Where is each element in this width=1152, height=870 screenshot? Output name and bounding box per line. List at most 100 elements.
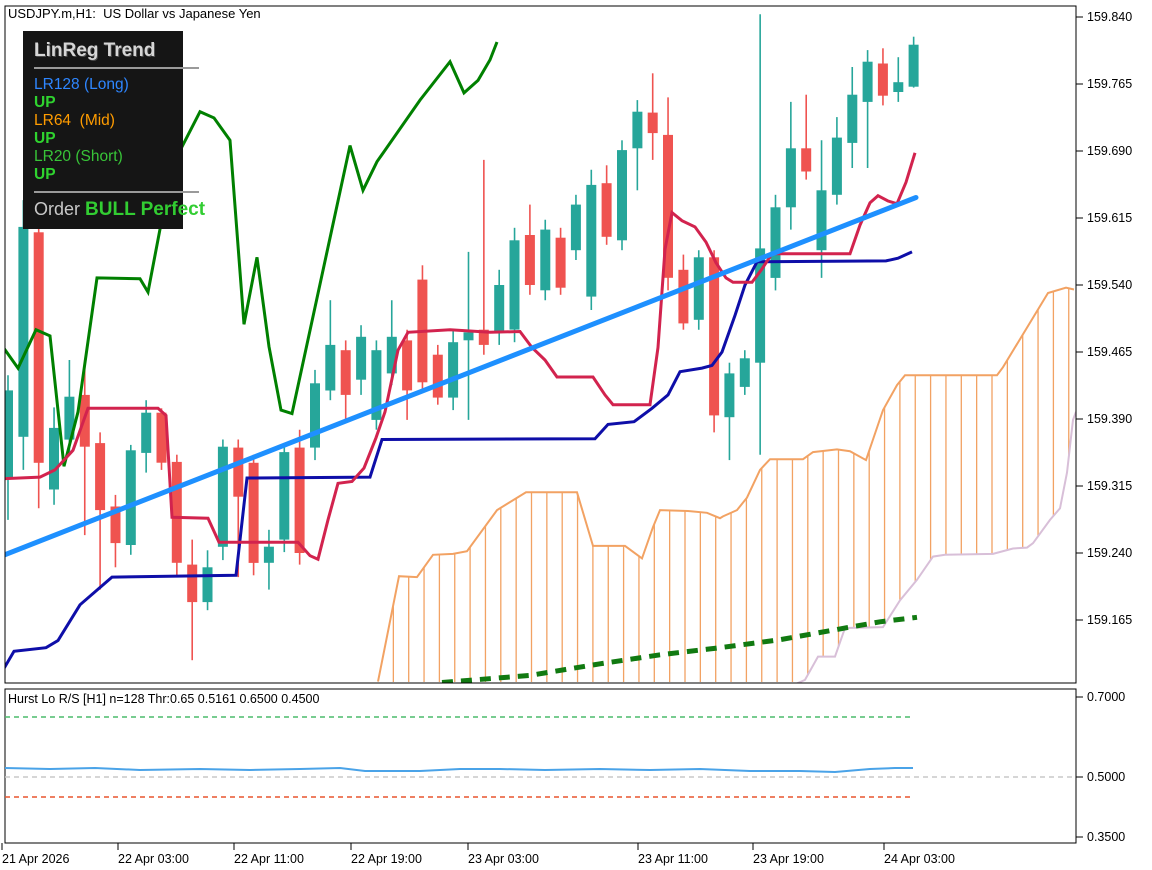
time-axis-label: 22 Apr 11:00 xyxy=(234,852,304,866)
candle-body xyxy=(402,340,413,391)
candle-body xyxy=(356,336,367,380)
price-axis-label: 159.765 xyxy=(1087,76,1133,91)
sub-axis-label: 0.7000 xyxy=(1087,690,1126,704)
sub-indicator-label: Hurst Lo R/S [H1] n=128 Thr:0.65 0.5161 … xyxy=(8,692,320,706)
price-axis-label: 159.690 xyxy=(1087,143,1133,158)
sub-axis-label: 0.3500 xyxy=(1087,830,1126,844)
candle-body xyxy=(233,447,244,497)
candle-body xyxy=(601,183,612,237)
candle-body xyxy=(908,44,919,87)
divider xyxy=(34,191,199,193)
candle-body xyxy=(632,111,643,149)
lr128-label: LR128 (Long) xyxy=(34,76,129,93)
lr64-label: LR64 (Mid) xyxy=(34,112,115,129)
trend-dashed xyxy=(441,614,918,683)
candle-body xyxy=(862,61,873,102)
candle-body xyxy=(187,564,198,603)
sub-panel-border xyxy=(4,688,1077,844)
price-axis-label: 159.465 xyxy=(1087,344,1133,359)
candle-body xyxy=(448,342,459,398)
linreg-panel-title: LinReg Trend xyxy=(34,40,156,61)
order-status: BULL Perfect xyxy=(85,199,206,220)
candle-body xyxy=(831,137,842,195)
candle-body xyxy=(263,546,274,563)
main-plot xyxy=(5,14,1076,683)
candle-body xyxy=(171,461,182,563)
linreg-trend-panel: LinReg Trend LR128 (Long) UP LR64 (Mid) … xyxy=(23,31,205,229)
candle-body xyxy=(847,94,858,143)
candle-body xyxy=(663,134,673,278)
candle-body xyxy=(340,350,351,395)
candle-body xyxy=(49,427,59,490)
time-axis-label: 23 Apr 11:00 xyxy=(638,852,708,866)
sub-axis-label: 0.5000 xyxy=(1087,770,1126,784)
kumo-cloud-hatch xyxy=(392,288,1070,682)
price-axis-label: 159.165 xyxy=(1087,612,1133,627)
time-axis-label: 23 Apr 03:00 xyxy=(468,852,539,866)
time-axis-label: 24 Apr 03:00 xyxy=(884,852,955,866)
candle-body xyxy=(248,462,259,563)
candle-body xyxy=(33,232,44,463)
candle-body xyxy=(555,237,566,288)
tenkan-line xyxy=(5,152,917,562)
candle-body xyxy=(325,344,336,391)
order-label: Order xyxy=(34,199,81,219)
candle-body xyxy=(386,336,397,374)
candle-body xyxy=(494,285,505,333)
candle-body xyxy=(785,148,796,208)
candle-body xyxy=(709,257,720,416)
candles xyxy=(5,14,919,661)
candle-body xyxy=(647,112,658,134)
candle-body xyxy=(478,329,489,345)
senkou-b xyxy=(795,411,1076,683)
candle-body xyxy=(141,412,152,453)
lr20-status: UP xyxy=(34,166,56,183)
time-axis-label: 21 Apr 2026 xyxy=(2,852,70,866)
time-axis-label: 22 Apr 03:00 xyxy=(118,852,189,866)
senkou-a xyxy=(377,286,1075,682)
candle-body xyxy=(202,567,213,603)
candle-body xyxy=(770,207,781,278)
lr64-status: UP xyxy=(34,130,56,147)
candle-body xyxy=(524,235,535,285)
candle-body xyxy=(110,506,121,544)
candle-body xyxy=(463,332,474,341)
candle-body xyxy=(18,226,29,437)
candle-body xyxy=(617,150,627,241)
candle-body xyxy=(801,148,812,172)
candle-body xyxy=(95,443,106,511)
order-row: Order BULL Perfect xyxy=(34,199,205,221)
chart-title: USDJPY.m,H1: US Dollar vs Japanese Yen xyxy=(8,6,261,21)
main-panel-border xyxy=(4,5,1077,684)
price-axis-label: 159.840 xyxy=(1087,10,1133,24)
candle-body xyxy=(5,390,13,478)
candle-body xyxy=(509,240,520,330)
candle-body xyxy=(739,358,750,387)
divider xyxy=(34,67,199,69)
candle-body xyxy=(755,248,766,363)
price-axis-label: 159.615 xyxy=(1087,210,1133,225)
price-axis-label: 159.315 xyxy=(1087,478,1133,493)
candle-body xyxy=(724,373,735,418)
candle-body xyxy=(893,82,904,92)
candle-body xyxy=(877,63,888,96)
kijun-line xyxy=(5,250,913,670)
price-axis-label: 159.390 xyxy=(1087,411,1133,426)
time-axis-label: 22 Apr 19:00 xyxy=(351,852,422,866)
candle-body xyxy=(217,446,228,547)
candle-body xyxy=(125,450,136,545)
lr20-label: LR20 (Short) xyxy=(34,148,123,165)
price-axis-label: 159.240 xyxy=(1087,545,1133,560)
candle-body xyxy=(371,350,382,420)
price-axis-label: 159.540 xyxy=(1087,277,1133,292)
candle-body xyxy=(586,184,597,297)
candle-body xyxy=(693,257,704,320)
lr128-status: UP xyxy=(34,94,56,111)
candle-body xyxy=(432,354,443,398)
candle-body xyxy=(64,396,75,440)
hurst-rs-line xyxy=(4,766,913,774)
candle-body xyxy=(816,190,827,251)
lr20-regression xyxy=(5,41,499,467)
